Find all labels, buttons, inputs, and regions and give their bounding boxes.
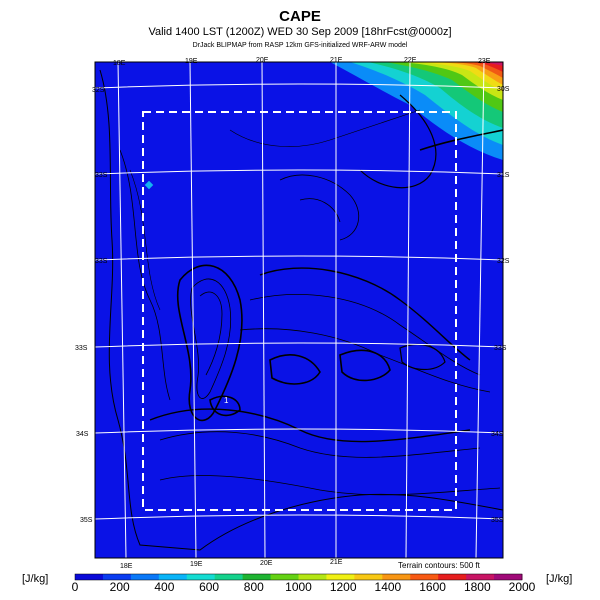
lat-label-right: 30S <box>497 86 510 93</box>
lat-lon-grid <box>95 62 503 558</box>
colorbar-segment <box>354 574 383 580</box>
colorbar-segment <box>242 574 272 580</box>
colorbar-segment <box>494 574 523 580</box>
lon-label-bottom: 18E <box>120 563 133 570</box>
colorbar-segment <box>410 574 439 580</box>
colorbar-tick-label: 2000 <box>508 580 536 594</box>
lon-label-top: 22E <box>404 57 417 64</box>
lat-label-right: 35S <box>491 517 504 524</box>
map-area <box>95 62 503 558</box>
colorbar-tick-label: 1800 <box>463 580 491 594</box>
lat-label-left: 35S <box>80 517 93 524</box>
colorbar-tick-label: 800 <box>243 580 264 594</box>
colorbar-segment <box>270 574 299 580</box>
lat-label-left: 34S <box>76 431 89 438</box>
lat-label-right: 32S <box>497 258 510 265</box>
colorbar-tick-label: 1000 <box>285 580 312 594</box>
lat-label-left: 33S <box>95 172 108 179</box>
dashed-domain-box <box>142 111 457 511</box>
colorbar-segment <box>75 574 104 580</box>
lon-label-top: 21E <box>330 57 343 64</box>
model-credit-line: DrJack BLIPMAP from RASP 12km GFS-initia… <box>192 42 408 49</box>
colorbar-tick-label: 200 <box>109 580 130 594</box>
colorbar-unit-left: [J/kg] <box>22 573 49 585</box>
lat-label-left: 33S <box>95 258 108 265</box>
colorbar-segment <box>102 574 132 580</box>
colorbar-segment <box>326 574 355 580</box>
lat-labels-left: 32S 33S 33S 33S 34S 35S <box>75 87 108 524</box>
colorbar-segment <box>466 574 495 580</box>
terrain-contours-note: Terrain contours: 500 ft <box>398 561 480 570</box>
colorbar-segment <box>158 574 188 580</box>
lat-labels-right: 30S 31S 32S 33S 34S 35S <box>491 86 510 524</box>
colorbar-tick-label: 0 <box>71 580 79 594</box>
colorbar-tick-label: 1400 <box>374 580 402 594</box>
colorbar-tick-label: 1600 <box>419 580 446 594</box>
map-border <box>94 61 504 559</box>
terrain-contours <box>119 94 503 496</box>
lon-label-top: 18E <box>113 60 126 67</box>
lon-labels-bottom: 18E 19E 20E 21E <box>120 559 343 570</box>
colorbar <box>75 574 523 580</box>
valid-time-line: Valid 1400 LST (1200Z) WED 30 Sep 2009 [… <box>148 26 452 38</box>
colorbar-tick-label: 400 <box>154 580 175 594</box>
colorbar-segment <box>130 574 160 580</box>
colorbar-segment <box>438 574 467 580</box>
lat-label-right: 34S <box>491 431 504 438</box>
lon-label-top: 23E <box>478 58 491 65</box>
colorbar-border <box>74 573 523 581</box>
lon-label-bottom: 19E <box>190 561 203 568</box>
cape-field-background <box>95 62 503 558</box>
lon-label-bottom: 20E <box>260 560 273 567</box>
colorbar-segment <box>382 574 411 580</box>
map-title: CAPE <box>279 8 321 25</box>
small-cape-spot <box>144 180 154 190</box>
lon-label-top: 19E <box>185 58 198 65</box>
point-label: 1 <box>224 396 229 405</box>
lon-label-bottom: 21E <box>330 559 343 566</box>
colorbar-segment <box>214 574 244 580</box>
lat-label-right: 33S <box>494 345 507 352</box>
lat-label-right: 31S <box>497 172 510 179</box>
colorbar-segment <box>186 574 216 580</box>
lat-label-left: 32S <box>92 87 105 94</box>
lon-labels-top: 18E 19E 20E 21E 22E 23E <box>113 57 491 67</box>
lat-label-left: 33S <box>75 345 88 352</box>
colorbar-tick-label: 600 <box>199 580 220 594</box>
colorbar-unit-right: [J/kg] <box>546 573 573 585</box>
lon-label-top: 20E <box>256 57 269 64</box>
colorbar-segment <box>298 574 327 580</box>
colorbar-tick-label: 1200 <box>329 580 357 594</box>
